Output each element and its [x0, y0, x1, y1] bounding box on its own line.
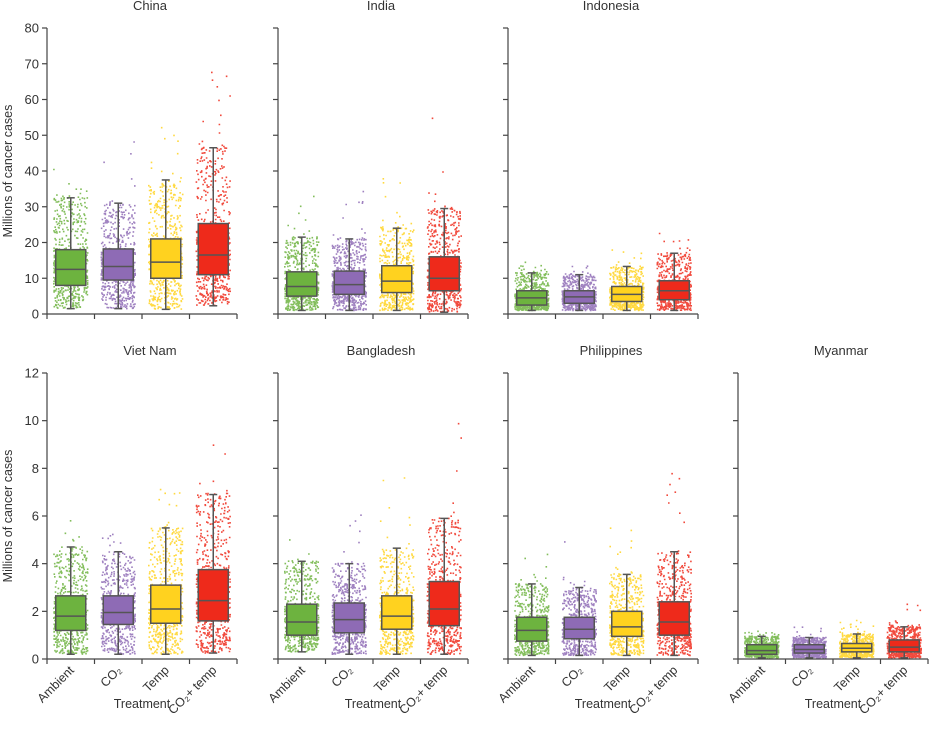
y-tick-label: 12	[25, 366, 39, 381]
box	[55, 595, 87, 632]
box	[888, 639, 920, 653]
box	[333, 602, 365, 634]
box	[286, 271, 318, 297]
box	[611, 610, 643, 638]
box	[150, 584, 182, 624]
box	[516, 616, 548, 642]
box	[197, 222, 229, 276]
panel-viet-nam: Viet Nam 0 2 4 6 8 10 12 Millions of cancer case…	[1, 343, 238, 717]
box	[428, 580, 460, 627]
panel-title: Viet Nam	[123, 343, 176, 358]
panel-title: China	[133, 0, 168, 13]
y-tick-label: 20	[25, 235, 39, 250]
category-label: CO₂+ temp	[166, 663, 220, 717]
category-label: CO₂	[789, 663, 816, 690]
box	[150, 238, 182, 280]
panel-india: India	[273, 0, 469, 319]
panel-china: China 0 10 20 30 40 50 60 70 80 Millions of cancer…	[1, 0, 238, 322]
box	[102, 248, 134, 281]
box	[102, 595, 134, 626]
category-label: Temp	[601, 663, 633, 695]
x-axis-title: Treatment	[114, 697, 171, 711]
category-label: CO₂+ temp	[397, 663, 451, 717]
panel-title: Myanmar	[814, 343, 869, 358]
y-tick-label: 4	[32, 556, 39, 571]
panel-title: Philippines	[580, 343, 643, 358]
category-label: Temp	[831, 663, 863, 695]
y-tick-label: 10	[25, 271, 39, 286]
panel-title: India	[367, 0, 396, 13]
panel-indonesia: Indonesia	[503, 0, 699, 319]
category-label: Ambient	[726, 663, 769, 706]
y-axis-title: Millions of cancer cases	[1, 105, 15, 238]
box	[286, 603, 318, 636]
y-tick-label: 0	[32, 307, 39, 322]
y-tick-label: 70	[25, 56, 39, 71]
box	[746, 643, 778, 655]
y-tick-label: 6	[32, 509, 39, 524]
x-axis-title: Treatment	[345, 697, 402, 711]
y-tick-label: 50	[25, 128, 39, 143]
category-label: Ambient	[35, 663, 78, 706]
panel-title: Bangladesh	[347, 343, 416, 358]
y-tick-label: 60	[25, 92, 39, 107]
x-axis-title: Treatment	[805, 697, 862, 711]
box	[197, 568, 229, 622]
y-tick-label: 10	[25, 413, 39, 428]
category-label: Ambient	[266, 663, 309, 706]
category-label: CO₂	[329, 663, 356, 690]
category-label: Temp	[140, 663, 172, 695]
panel-title: Indonesia	[583, 0, 640, 13]
category-label: Ambient	[496, 663, 539, 706]
box	[55, 248, 87, 287]
box	[381, 595, 413, 630]
category-label: Temp	[371, 663, 403, 695]
category-label: CO₂+ temp	[627, 663, 681, 717]
x-axis-title: Treatment	[575, 697, 632, 711]
category-label: CO₂+ temp	[857, 663, 911, 717]
y-axis-title: Millions of cancer cases	[1, 450, 15, 583]
y-tick-label: 30	[25, 199, 39, 214]
box	[381, 264, 413, 294]
y-tick-label: 2	[32, 604, 39, 619]
y-tick-label: 40	[25, 164, 39, 179]
y-tick-label: 0	[32, 652, 39, 667]
box	[428, 256, 460, 292]
box	[333, 270, 365, 296]
category-label: CO₂	[559, 663, 586, 690]
box	[563, 616, 595, 640]
y-tick-label: 8	[32, 461, 39, 476]
box	[658, 601, 690, 636]
category-label: CO₂	[98, 663, 125, 690]
y-tick-label: 80	[25, 21, 39, 36]
